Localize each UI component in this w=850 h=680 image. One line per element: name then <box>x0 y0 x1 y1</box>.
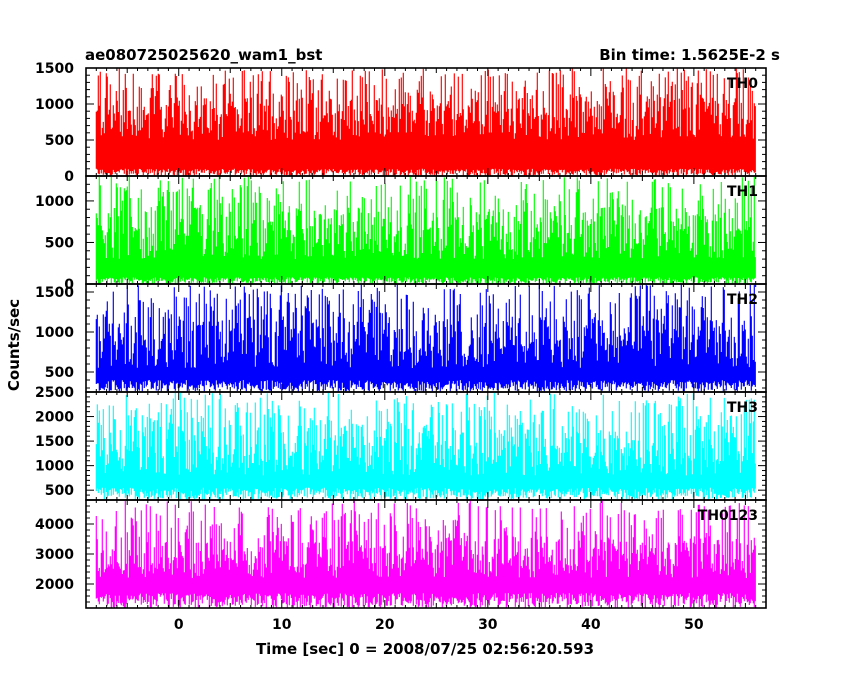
panel-label-th1: TH1 <box>727 184 758 200</box>
x-tick-label: 0 <box>174 617 184 633</box>
x-tick-label: 40 <box>581 617 601 633</box>
x-tick-label: 20 <box>375 617 395 633</box>
y-tick-label: 1000 <box>35 325 74 341</box>
panel-label-th2: TH2 <box>727 292 758 308</box>
panel-label-th0123: TH0123 <box>698 508 758 524</box>
series-line-th0 <box>95 68 756 176</box>
panel-group: TH0050010001500TH105001000TH250010001500… <box>35 61 767 633</box>
y-tick-label: 1000 <box>35 97 74 113</box>
x-axis-label: Time [sec] 0 = 2008/07/25 02:56:20.593 <box>256 640 594 658</box>
panel-label-th3: TH3 <box>727 400 758 416</box>
y-tick-label: 2500 <box>35 385 74 401</box>
chart-subtitle: Bin time: 1.5625E-2 s <box>599 46 780 64</box>
y-tick-label: 1500 <box>35 434 74 450</box>
y-tick-label: 2000 <box>35 577 74 593</box>
series-line-th0123 <box>95 500 756 608</box>
y-tick-label: 2000 <box>35 410 74 426</box>
y-tick-label: 0 <box>64 277 74 293</box>
y-axis-label: Counts/sec <box>5 299 23 391</box>
series-line-th2 <box>95 284 756 392</box>
y-tick-label: 1000 <box>35 459 74 475</box>
y-tick-label: 3000 <box>35 547 74 563</box>
series-line-th1 <box>95 176 756 284</box>
y-tick-label: 1000 <box>35 194 74 210</box>
y-tick-label: 500 <box>45 133 74 149</box>
y-tick-label: 1500 <box>35 61 74 77</box>
x-tick-label: 50 <box>684 617 704 633</box>
y-tick-label: 500 <box>45 483 74 499</box>
series-line-th3 <box>95 392 756 500</box>
y-tick-label: 4000 <box>35 517 74 533</box>
y-tick-label: 500 <box>45 365 74 381</box>
y-tick-label: 500 <box>45 235 74 251</box>
panel-label-th0: TH0 <box>727 76 758 92</box>
y-tick-label: 1500 <box>35 285 74 301</box>
chart-title: ae080725025620_wam1_bst <box>85 46 322 64</box>
x-tick-label: 10 <box>272 617 292 633</box>
x-tick-label: 30 <box>478 617 498 633</box>
y-tick-label: 0 <box>64 169 74 185</box>
